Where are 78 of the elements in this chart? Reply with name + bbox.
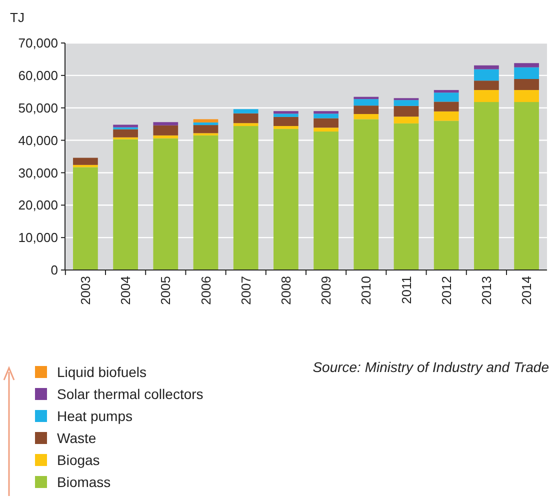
bar <box>274 111 298 114</box>
x-tick-label: 2007 <box>238 276 254 305</box>
bar <box>514 63 539 68</box>
y-axis-title: TJ <box>10 10 24 25</box>
x-tick-label: 2012 <box>438 276 454 305</box>
bar <box>193 135 218 270</box>
bar <box>474 65 499 70</box>
bar <box>113 124 138 128</box>
bar <box>314 114 338 118</box>
bar <box>153 135 178 138</box>
x-tick-label: 2014 <box>519 276 534 305</box>
bar <box>314 118 338 128</box>
bar <box>274 126 298 129</box>
bar <box>474 90 499 102</box>
bar <box>434 90 459 93</box>
bar <box>394 106 419 117</box>
bar <box>434 92 459 102</box>
bar <box>434 102 459 112</box>
bar <box>354 119 379 270</box>
x-tick-label: 2011 <box>398 276 414 304</box>
legend-label: Biogas <box>57 452 100 468</box>
bar <box>193 125 218 134</box>
legend-label: Biomass <box>57 474 111 490</box>
bar <box>394 100 419 106</box>
bar <box>233 126 258 270</box>
bar <box>193 119 218 122</box>
bar <box>233 113 258 124</box>
bar <box>153 138 178 270</box>
x-tick-label: 2013 <box>479 276 494 305</box>
bar <box>514 102 539 270</box>
bar <box>73 158 98 165</box>
y-tick-label: 40,000 <box>18 132 58 148</box>
bar <box>394 116 419 124</box>
bar <box>314 111 338 114</box>
legend-label: Liquid biofuels <box>57 364 147 380</box>
bar <box>274 128 298 270</box>
legend-label: Solar thermal collectors <box>57 386 204 402</box>
x-tick-label: 2009 <box>318 276 334 305</box>
legend-label: Heat pumps <box>57 408 132 424</box>
bar <box>233 109 258 114</box>
x-tick-label: 2008 <box>278 276 294 305</box>
bar <box>274 114 298 117</box>
bar <box>73 167 98 270</box>
bar <box>354 114 379 120</box>
bar <box>274 116 298 126</box>
bar <box>113 139 138 270</box>
y-tick-label: 10,000 <box>18 230 58 246</box>
bar <box>193 122 218 126</box>
x-tick-label: 2010 <box>358 276 374 305</box>
bar <box>474 80 499 90</box>
x-tick-label: 2005 <box>158 276 174 305</box>
y-tick-label: 20,000 <box>18 198 58 213</box>
bar <box>354 99 379 106</box>
y-tick-label: 0 <box>50 262 58 278</box>
x-tick-label: 2006 <box>198 276 214 305</box>
bar <box>153 125 178 136</box>
bar <box>233 123 258 126</box>
bar <box>514 90 539 102</box>
y-tick-label: 60,000 <box>18 68 58 83</box>
bar <box>314 132 338 270</box>
bar <box>354 106 379 114</box>
bar <box>314 128 338 132</box>
x-tick-label: 2003 <box>78 276 93 305</box>
bar <box>514 78 539 90</box>
legend-label: Waste <box>57 430 96 446</box>
bar <box>394 123 419 270</box>
x-tick-label: 2004 <box>118 276 134 305</box>
bar <box>514 67 539 79</box>
bar <box>153 122 178 126</box>
bar <box>474 69 499 81</box>
y-tick-label: 50,000 <box>18 100 58 116</box>
bar <box>434 120 459 270</box>
y-tick-label: 70,000 <box>18 36 58 51</box>
bar <box>474 102 499 270</box>
y-tick-label: 30,000 <box>18 165 58 180</box>
bar <box>434 111 459 121</box>
bar <box>113 129 138 138</box>
source-note: Source: Ministry of Industry and Trade <box>312 359 550 375</box>
